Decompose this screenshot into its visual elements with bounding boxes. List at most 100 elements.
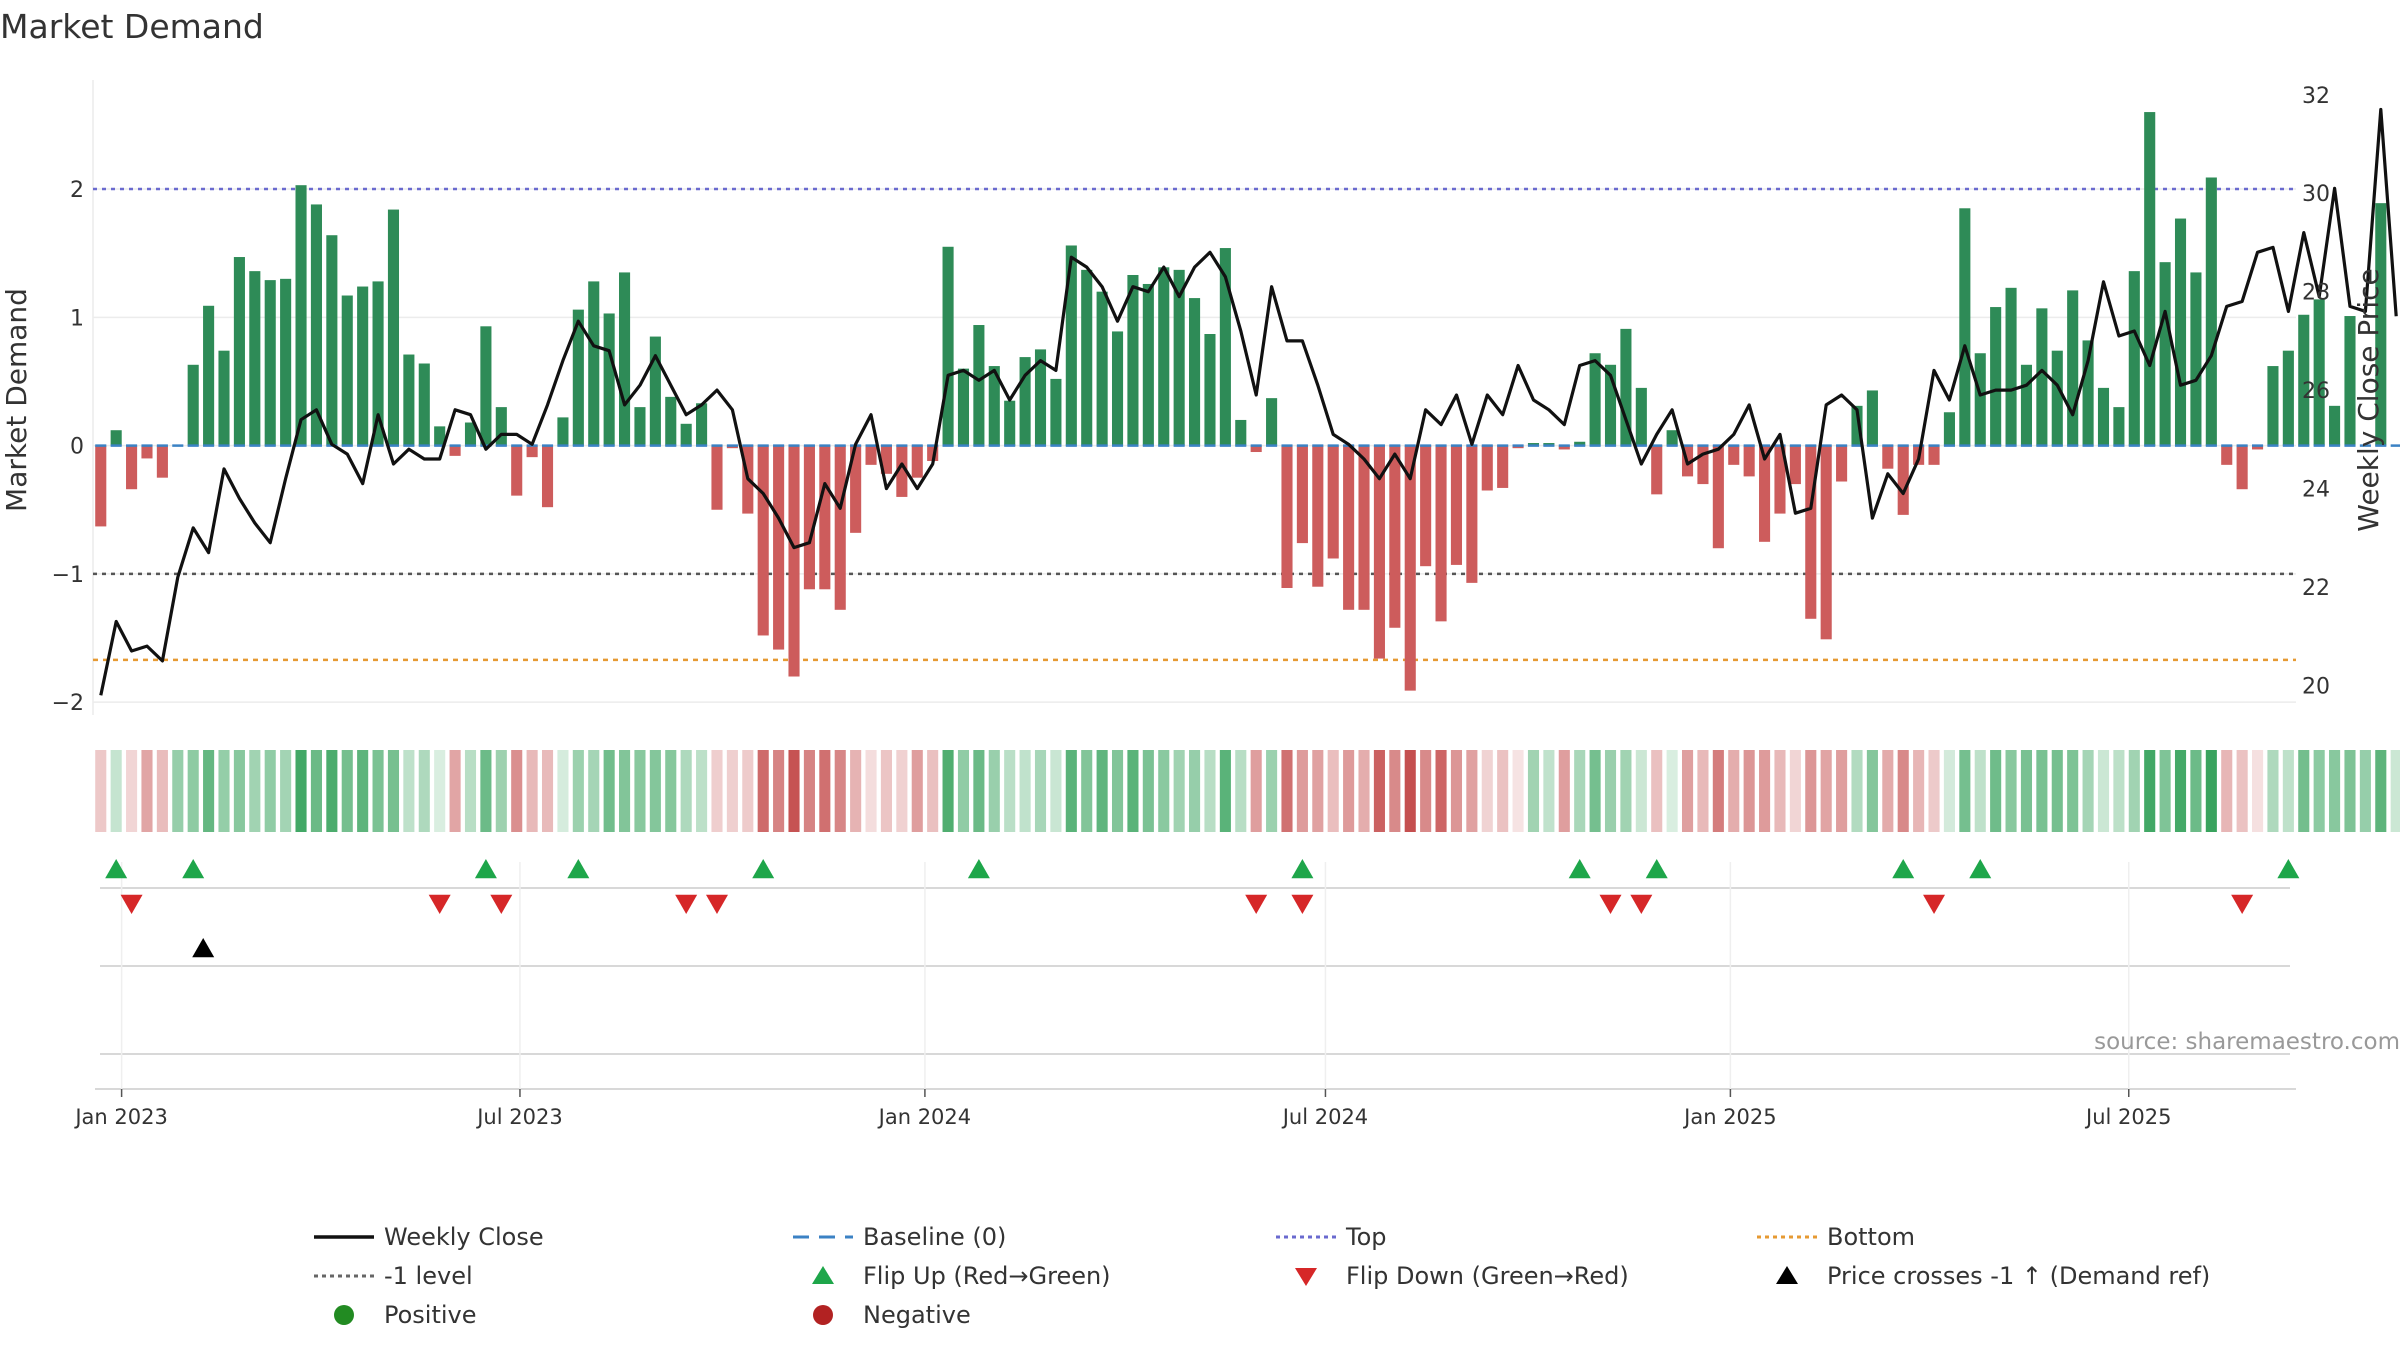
heat-cell [1990, 750, 2002, 832]
heat-cell [2190, 750, 2202, 832]
heat-cell [1358, 750, 1370, 832]
demand-bar [927, 445, 939, 461]
flip-down-marker [490, 894, 513, 914]
demand-bar [757, 445, 769, 636]
demand-bar [203, 305, 215, 446]
heat-cell [1266, 750, 1278, 832]
demand-bar [1420, 445, 1432, 567]
demand-bar [988, 366, 1000, 446]
heat-cell [819, 750, 831, 832]
legend-circle-icon [813, 1305, 833, 1325]
demand-bar [2097, 387, 2110, 446]
demand-bar [1851, 405, 1863, 446]
demand-bar [1004, 400, 1016, 446]
heat-cell [1296, 750, 1308, 832]
heat-cell [2236, 750, 2248, 832]
flip-down-marker [120, 894, 143, 914]
demand-bar [541, 445, 554, 508]
heat-cell [2128, 750, 2140, 832]
legend-triangle-up-icon [1776, 1266, 1798, 1284]
heat-cell [1836, 750, 1848, 832]
demand-bar [1050, 378, 1062, 446]
heat-cell [2344, 750, 2356, 832]
demand-bar [2082, 340, 2094, 446]
legend-item: Baseline (0) [793, 1223, 1006, 1251]
demand-bar [696, 403, 708, 446]
flip-up-marker [752, 859, 775, 879]
heat-cell [1189, 750, 1201, 832]
demand-bar [1928, 445, 1940, 465]
demand-bar [788, 445, 800, 677]
demand-bar [2020, 364, 2033, 446]
demand-bar [680, 423, 692, 446]
heat-cell [418, 750, 430, 832]
demand-bar [126, 445, 138, 490]
demand-bar [233, 257, 245, 446]
demand-bar [1558, 445, 1570, 450]
heat-cell [2097, 750, 2110, 832]
heat-cell [434, 750, 446, 832]
demand-bar [1497, 445, 1509, 488]
heat-cell [1913, 750, 1925, 832]
heat-cell [1604, 750, 1617, 832]
heat-cell [295, 750, 307, 832]
legend: Weekly Close Baseline (0) Top Bottom -1 leve… [314, 1223, 2210, 1329]
heat-cell [1666, 750, 1678, 832]
demand-bar [1189, 298, 1201, 446]
heat-cell [649, 750, 661, 832]
heat-cell [865, 750, 877, 832]
heat-cell [2267, 750, 2279, 832]
heat-cell [834, 750, 846, 832]
demand-bar [295, 185, 307, 446]
heat-cell [1004, 750, 1016, 832]
flip-down-marker [705, 894, 728, 914]
heat-cell [2282, 750, 2294, 832]
demand-bar [1250, 445, 1262, 453]
demand-bar [1343, 445, 1355, 610]
heat-cell [1928, 750, 1940, 832]
demand-bar [1635, 387, 1647, 446]
demand-bar [557, 417, 569, 446]
demand-bar [1450, 445, 1463, 565]
demand-bar [526, 445, 538, 458]
demand-bar [1974, 353, 1986, 446]
legend-item: Flip Up (Red→Green) [812, 1262, 1111, 1290]
y-tick-label: −1 [52, 563, 84, 588]
heat-cell [773, 750, 785, 832]
heat-cell [1250, 750, 1262, 832]
reference-lines [93, 187, 2296, 662]
demand-bar [896, 445, 908, 497]
demand-bar [1096, 291, 1108, 446]
heat-cell [2005, 750, 2017, 832]
demand-bar [249, 271, 261, 446]
demand-bar [711, 445, 723, 510]
legend-circle-icon [334, 1305, 354, 1325]
heat-cell [603, 750, 615, 832]
demand-bar [1759, 445, 1771, 542]
heat-cell [2159, 750, 2171, 832]
demand-bar [2329, 405, 2341, 446]
x-tick-label: Jan 2025 [1682, 1105, 1777, 1129]
price-cross-marker [192, 938, 215, 958]
demand-bar [1266, 398, 1278, 446]
demand-bar [1943, 412, 1955, 446]
y-tick-label: −2 [52, 691, 84, 716]
flip-up-marker [967, 859, 990, 879]
demand-bar [572, 309, 584, 446]
demand-bar [511, 445, 523, 496]
demand-bar [1204, 334, 1216, 446]
demand-bar [2051, 350, 2063, 446]
demand-bar [880, 445, 892, 474]
demand-bar [1219, 248, 1231, 446]
heat-cell [1373, 750, 1385, 832]
y-tick-label: 0 [70, 435, 84, 460]
flip-up-marker [1291, 859, 1314, 879]
heat-cell [1743, 750, 1755, 832]
heat-cell [742, 750, 754, 832]
heat-cell [680, 750, 692, 832]
demand-bar [1081, 269, 1093, 446]
legend-triangle-down-icon [1295, 1268, 1317, 1286]
demand-bar [310, 204, 322, 446]
flip-up-marker [2277, 859, 2300, 879]
demand-bar [2375, 203, 2387, 446]
